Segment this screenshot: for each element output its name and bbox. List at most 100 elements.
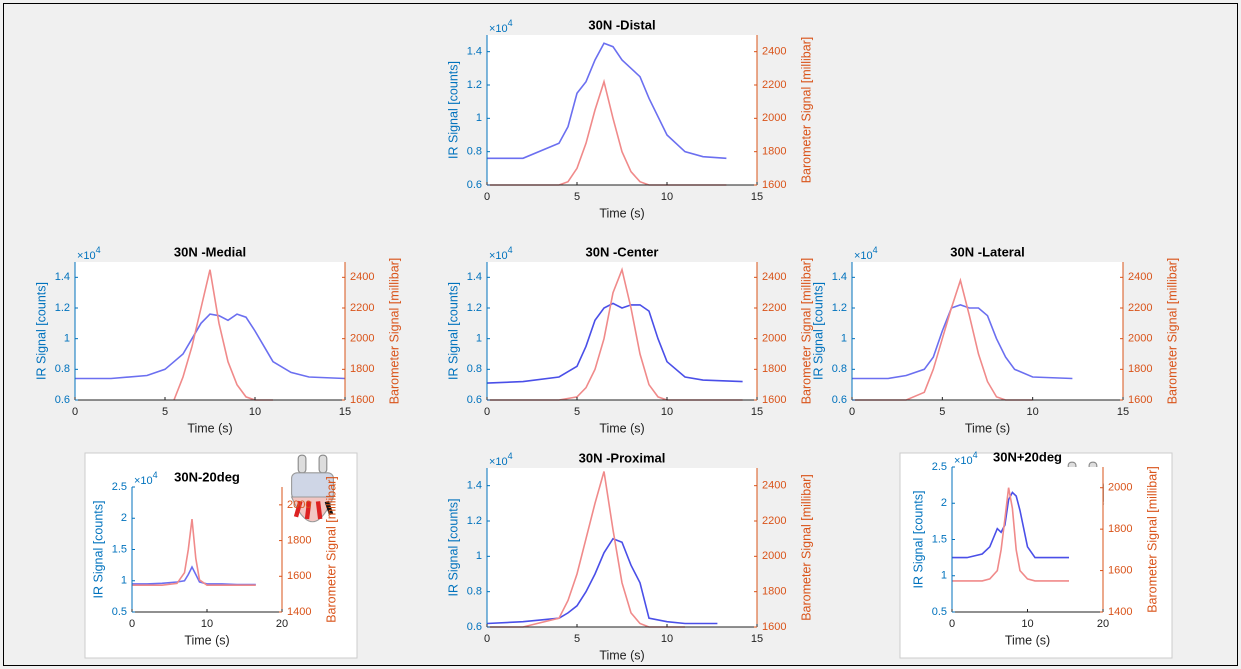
- y-tick-label: 2.5: [112, 481, 127, 493]
- x-tick-label: 0: [484, 406, 490, 418]
- exponent-base: ×10: [854, 250, 873, 262]
- x-tick-label: 15: [751, 406, 763, 418]
- x-axis-label: Time (s): [599, 648, 644, 662]
- series-line: [487, 471, 685, 628]
- chart-title: 30N+20deg: [993, 449, 1062, 464]
- y-tick-label: 1.4: [467, 480, 482, 492]
- y-tick-label: 0.8: [55, 363, 70, 375]
- y-tick-label: 1: [476, 112, 482, 124]
- exponent-base: ×10: [489, 456, 508, 468]
- y-axis-label: IR Signal [counts]: [34, 282, 48, 380]
- y-exponent: ×104: [489, 18, 513, 35]
- x-tick-label: 5: [574, 191, 580, 203]
- chart-title: 30N-20deg: [174, 469, 240, 484]
- exponent-base: ×10: [489, 23, 508, 35]
- chart-title: 30N -Medial: [174, 244, 246, 259]
- y2-tick-label: 1800: [350, 363, 374, 375]
- y-tick-label: 1.2: [467, 515, 482, 527]
- y2-axis-label: Barometer Signal [millibar]: [1145, 466, 1159, 613]
- x-tick-label: 15: [1117, 406, 1129, 418]
- x-axis-label: Time (s): [187, 421, 232, 435]
- y-tick-label: 1.5: [932, 533, 947, 545]
- x-tick-label: 10: [661, 633, 673, 645]
- y-axis-label: IR Signal [counts]: [446, 61, 460, 159]
- series-line: [132, 519, 256, 586]
- y2-axis-label: Barometer Signal [millibar]: [799, 258, 813, 405]
- y-axis-label: IR Signal [counts]: [911, 491, 925, 589]
- y2-tick-label: 2200: [1128, 302, 1152, 314]
- exponent-base: ×10: [77, 250, 96, 262]
- y-tick-label: 0.6: [467, 621, 482, 633]
- y2-tick-label: 1400: [1108, 606, 1132, 618]
- x-axis-label: Time (s): [965, 421, 1010, 435]
- y2-tick-label: 1800: [1128, 363, 1152, 375]
- series-line: [132, 565, 256, 586]
- x-tick-label: 15: [751, 191, 763, 203]
- frame: [3, 3, 1238, 666]
- y-tick-label: 1.2: [467, 79, 482, 91]
- y2-tick-label: 1600: [762, 179, 786, 191]
- exponent-power: 4: [508, 451, 513, 461]
- y2-tick-label: 1800: [1108, 523, 1132, 535]
- exponent-power: 4: [873, 245, 878, 255]
- series-line: [487, 42, 727, 160]
- y-exponent: ×104: [489, 451, 513, 468]
- y2-tick-label: 2000: [762, 333, 786, 345]
- chart-title: 30N -Lateral: [950, 244, 1024, 259]
- plot-area: [75, 262, 345, 400]
- x-tick-label: 10: [661, 406, 673, 418]
- y2-tick-label: 2000: [287, 499, 311, 511]
- x-tick-label: 0: [484, 191, 490, 203]
- y-tick-label: 1.2: [832, 302, 847, 314]
- plot-area: [487, 468, 757, 627]
- x-axis-label: Time (s): [1005, 633, 1050, 647]
- y2-axis-label: Barometer Signal [millibar]: [324, 476, 338, 623]
- x-tick-label: 0: [72, 406, 78, 418]
- plot-area: [132, 487, 282, 612]
- y-tick-label: 0.8: [832, 363, 847, 375]
- exponent-base: ×10: [489, 250, 508, 262]
- plot-area: [487, 262, 757, 400]
- exponent-power: 4: [153, 470, 158, 480]
- y2-axis-label: Barometer Signal [millibar]: [799, 474, 813, 621]
- y2-tick-label: 1600: [1128, 394, 1152, 406]
- y2-tick-label: 1800: [762, 586, 786, 598]
- y-exponent: ×104: [134, 470, 158, 487]
- y2-tick-label: 2000: [350, 333, 374, 345]
- y-tick-label: 0.6: [467, 179, 482, 191]
- y-tick-label: 0.8: [467, 146, 482, 158]
- y-exponent: ×104: [954, 450, 978, 467]
- y-tick-label: 1: [941, 570, 947, 582]
- y-tick-label: 1.5: [112, 543, 127, 555]
- x-tick-label: 5: [162, 406, 168, 418]
- y-tick-label: 1: [476, 550, 482, 562]
- x-tick-label: 10: [249, 406, 261, 418]
- y-axis-label: IR Signal [counts]: [446, 282, 460, 380]
- y2-tick-label: 2200: [762, 515, 786, 527]
- x-tick-label: 15: [339, 406, 351, 418]
- y-exponent: ×104: [77, 245, 101, 262]
- y2-tick-label: 2000: [1128, 333, 1152, 345]
- exponent-power: 4: [508, 245, 513, 255]
- series-line: [852, 277, 1033, 401]
- y2-tick-label: 2000: [762, 112, 786, 124]
- chart-title: 30N -Center: [586, 244, 659, 259]
- y-tick-label: 1.4: [55, 271, 70, 283]
- x-tick-label: 0: [849, 406, 855, 418]
- y2-axis-label: Barometer Signal [millibar]: [387, 258, 401, 405]
- y-tick-label: 1: [476, 333, 482, 345]
- series-line: [486, 537, 718, 625]
- x-tick-label: 10: [661, 191, 673, 203]
- y-tick-label: 0.8: [467, 363, 482, 375]
- y2-tick-label: 2200: [762, 79, 786, 91]
- y-tick-label: 2.5: [932, 461, 947, 473]
- y-axis-label: IR Signal [counts]: [91, 501, 105, 599]
- y-tick-label: 0.8: [467, 586, 482, 598]
- y-tick-label: 1.4: [832, 271, 847, 283]
- y-tick-label: 1: [841, 333, 847, 345]
- series-line: [952, 487, 1069, 582]
- y-tick-label: 1.2: [467, 302, 482, 314]
- x-tick-label: 0: [129, 618, 135, 630]
- y2-tick-label: 2400: [762, 480, 786, 492]
